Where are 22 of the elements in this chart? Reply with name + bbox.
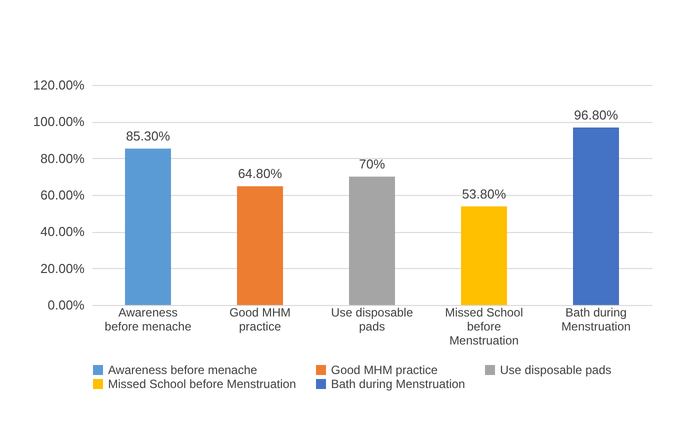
data-label: 64.80% [238, 166, 282, 182]
x-tick-label: Use disposable pads [330, 306, 414, 334]
y-tick-label: 120.00% [33, 78, 85, 92]
y-tick-label: 20.00% [40, 260, 85, 276]
data-label: 70% [358, 156, 386, 172]
data-label: 53.80% [462, 186, 506, 202]
data-label: 96.80% [574, 108, 618, 123]
x-tick-label: Awareness before menache [104, 306, 192, 334]
legend-label: Awareness before menache [108, 363, 258, 377]
y-tick-label: 60.00% [40, 188, 85, 202]
legend-label: Missed School before Menstruation [108, 377, 296, 391]
data-label: 85.30% [126, 128, 170, 144]
legend-label: Good MHM practice [331, 363, 438, 377]
x-tick-label: Good MHM practice [229, 306, 291, 334]
legend-label: Bath during Menstruation [331, 377, 466, 391]
y-tick-label: 80.00% [40, 150, 85, 166]
legend-label: Use disposable pads [500, 363, 612, 377]
y-tick-label: 0.00% [48, 298, 85, 312]
y-tick-label: 40.00% [40, 224, 85, 240]
x-tick-label: Missed School before Menstruation [444, 306, 524, 348]
y-tick-label: 100.00% [33, 114, 85, 130]
x-tick-label: Bath during Menstruation [561, 306, 631, 334]
